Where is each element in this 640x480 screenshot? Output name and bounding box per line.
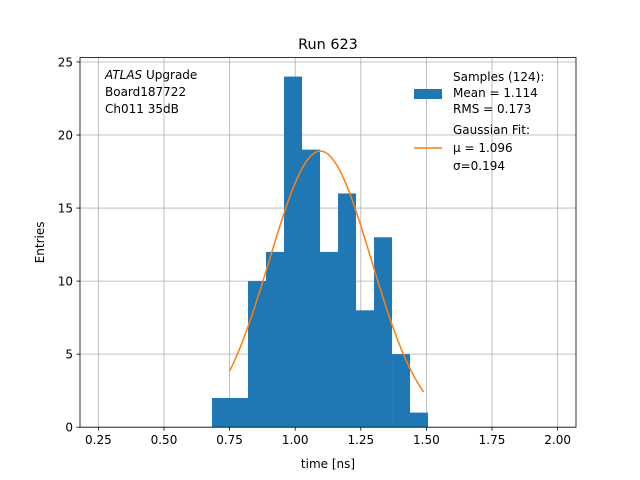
plot-frame bbox=[79, 57, 577, 428]
x-tick-label: 1.75 bbox=[479, 433, 506, 447]
y-tick-label: 10 bbox=[58, 274, 73, 288]
x-tick-label: 0.25 bbox=[85, 433, 112, 447]
legend-fit-title: Gaussian Fit: bbox=[453, 123, 530, 137]
x-tick-label: 1.00 bbox=[282, 433, 309, 447]
histogram-bar bbox=[248, 281, 267, 428]
x-tick-label: 0.50 bbox=[151, 433, 178, 447]
legend-fit-mu: μ = 1.096 bbox=[453, 141, 513, 155]
histogram-bar bbox=[374, 237, 393, 428]
chart-title: Run 623 bbox=[298, 37, 358, 53]
y-tick-label: 0 bbox=[65, 421, 73, 435]
legend-samples-rms: RMS = 0.173 bbox=[453, 102, 531, 116]
gaussian-fit bbox=[228, 150, 425, 393]
y-tick-label: 25 bbox=[58, 55, 73, 69]
legend-fit-sigma: σ=0.194 bbox=[453, 159, 505, 173]
atlas-annotation: ATLAS Upgrade Board187722 Ch011 35dB bbox=[104, 68, 197, 116]
annotation-upgrade: Upgrade bbox=[142, 68, 197, 82]
y-tick-label: 20 bbox=[58, 128, 73, 142]
legend-samples-swatch bbox=[414, 89, 442, 99]
histogram-bar bbox=[392, 354, 411, 428]
x-tick-label: 1.50 bbox=[413, 433, 440, 447]
annotation-line-2: Board187722 bbox=[105, 85, 186, 99]
histogram-bar bbox=[356, 310, 375, 428]
legend-samples-mean: Mean = 1.114 bbox=[453, 86, 538, 100]
histogram-bar bbox=[410, 412, 429, 428]
legend-samples-title: Samples (124): bbox=[453, 70, 544, 84]
x-tick-label: 2.00 bbox=[544, 433, 571, 447]
legend: Samples (124): Mean = 1.114 RMS = 0.173 … bbox=[414, 70, 544, 173]
x-tick-label: 1.25 bbox=[347, 433, 374, 447]
annotation-line-3: Ch011 35dB bbox=[105, 102, 179, 116]
annotation-line-1: ATLAS Upgrade bbox=[104, 68, 197, 82]
histogram-bar bbox=[266, 251, 285, 428]
x-axis-label: time [ns] bbox=[301, 457, 355, 471]
y-axis-ticks: 0 5 10 15 20 25 bbox=[58, 55, 80, 435]
annotation-atlas-italic: ATLAS bbox=[104, 68, 143, 82]
y-axis-label: Entries bbox=[33, 222, 47, 264]
histogram-bar bbox=[284, 76, 303, 428]
y-tick-label: 5 bbox=[65, 347, 73, 361]
y-tick-label: 15 bbox=[58, 201, 73, 215]
histogram-bar bbox=[302, 149, 321, 428]
histogram-bar bbox=[338, 193, 357, 428]
x-axis-ticks: 0.25 0.50 0.75 1.00 1.25 1.50 1.75 2.00 bbox=[85, 427, 571, 447]
histogram-bar bbox=[230, 397, 249, 428]
x-tick-label: 0.75 bbox=[216, 433, 243, 447]
gaussian-fit-curve bbox=[228, 150, 425, 393]
histogram-bars bbox=[212, 76, 429, 428]
histogram-bar bbox=[212, 397, 231, 428]
histogram-bar bbox=[320, 251, 339, 428]
